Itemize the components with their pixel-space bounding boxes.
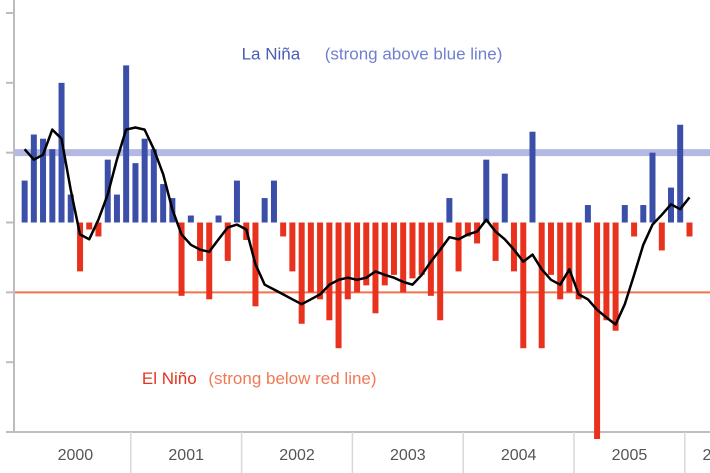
bar	[418, 222, 425, 275]
bar	[150, 149, 157, 223]
bar	[510, 222, 517, 272]
bar	[270, 180, 277, 223]
bar	[224, 222, 231, 261]
x-tick-label: 2002	[279, 447, 315, 464]
bar	[372, 222, 379, 314]
bar	[307, 222, 314, 293]
bar	[492, 222, 499, 261]
bar	[58, 82, 65, 223]
bar	[298, 222, 305, 324]
bar	[206, 222, 213, 300]
bar	[603, 222, 610, 321]
bar	[631, 222, 638, 237]
bar	[344, 222, 351, 300]
bar	[400, 222, 407, 293]
bar	[677, 124, 684, 223]
bar	[427, 222, 434, 296]
x-tick-label: 2	[703, 447, 710, 464]
bar	[594, 222, 601, 439]
bar	[520, 222, 527, 349]
bar	[132, 163, 139, 223]
bar	[381, 222, 388, 286]
bar	[363, 222, 370, 286]
bar	[538, 222, 545, 349]
annotation: (strong below red line)	[208, 369, 376, 388]
bar	[529, 131, 536, 223]
bar	[326, 222, 333, 321]
bar	[621, 205, 628, 223]
bar	[446, 198, 453, 223]
annotation: La Niña	[242, 44, 301, 63]
bar	[21, 180, 28, 223]
bar	[141, 138, 148, 223]
bar	[215, 215, 222, 223]
bar	[354, 222, 361, 293]
x-tick-label: 2005	[612, 447, 648, 464]
bar	[658, 222, 665, 251]
bar	[86, 222, 93, 230]
bar	[113, 194, 120, 223]
bar	[575, 222, 582, 300]
bar	[501, 173, 508, 223]
annotation: El Niño	[142, 369, 197, 388]
bar	[233, 180, 240, 223]
bar	[686, 222, 693, 237]
bar	[649, 152, 656, 223]
x-tick-label: 2003	[390, 447, 426, 464]
bar	[640, 205, 647, 223]
bar	[474, 222, 481, 244]
bar	[123, 65, 130, 223]
bar	[67, 194, 74, 223]
bar	[409, 222, 416, 279]
bar	[280, 222, 287, 237]
bar	[335, 222, 342, 349]
bar	[437, 222, 444, 321]
x-tick-label: 2004	[501, 447, 537, 464]
bar	[584, 205, 591, 223]
bar	[197, 222, 204, 261]
bar	[566, 222, 573, 293]
annotation: (strong above blue line)	[325, 44, 503, 63]
bar	[464, 222, 471, 237]
bar	[455, 222, 462, 272]
bar	[77, 222, 84, 272]
bar	[317, 222, 324, 300]
bar	[178, 222, 185, 296]
bar	[289, 222, 296, 272]
bar	[187, 215, 194, 223]
bar	[95, 222, 102, 237]
bar	[49, 149, 56, 223]
smoothed-line	[23, 126, 691, 326]
bar	[30, 134, 37, 223]
bar	[40, 138, 47, 223]
bar	[261, 198, 268, 223]
bar	[612, 222, 619, 331]
bar	[390, 222, 397, 275]
x-tick-label: 2001	[168, 447, 204, 464]
bar	[557, 222, 564, 300]
x-tick-label: 2000	[58, 447, 94, 464]
bar	[160, 184, 167, 223]
bar	[483, 159, 490, 223]
bar	[547, 222, 554, 275]
